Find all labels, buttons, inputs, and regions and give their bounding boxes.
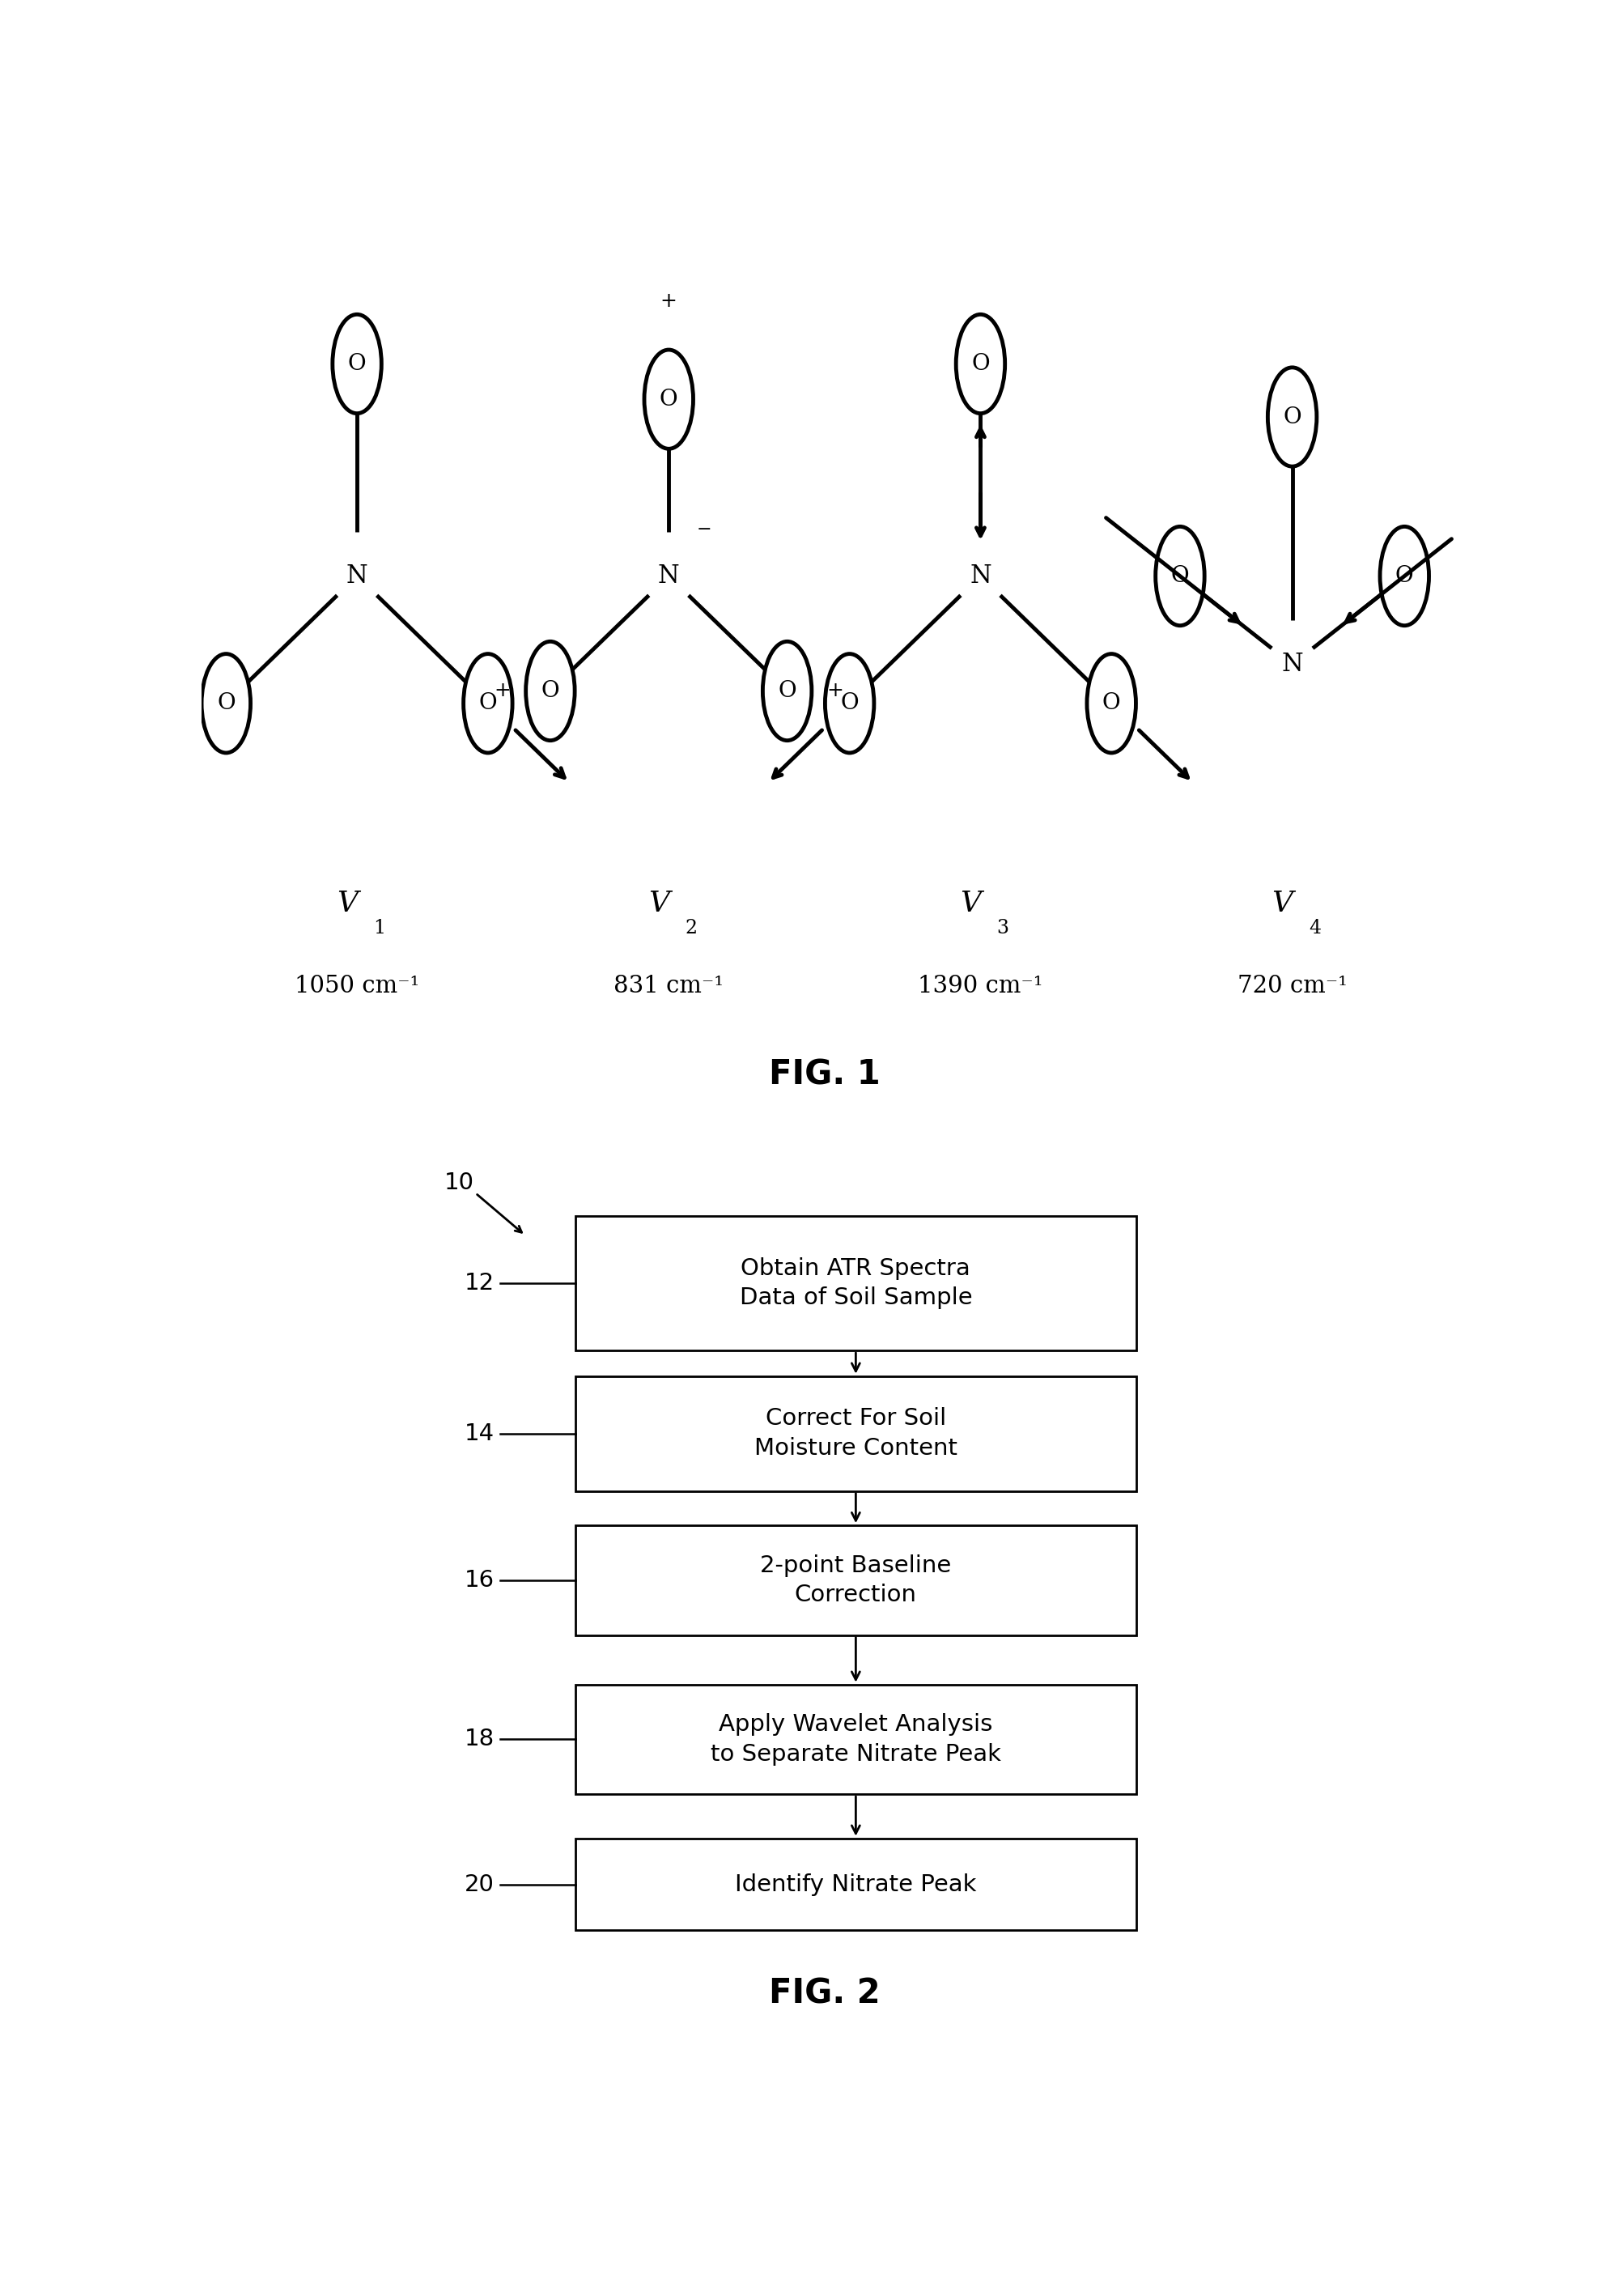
Text: O: O <box>541 680 560 703</box>
FancyBboxPatch shape <box>576 1839 1136 1931</box>
Text: 20: 20 <box>465 1874 494 1896</box>
Text: 16: 16 <box>463 1568 494 1591</box>
Text: 14: 14 <box>463 1421 494 1444</box>
Ellipse shape <box>1088 654 1136 753</box>
Text: N: N <box>658 563 679 588</box>
Text: 2: 2 <box>685 918 697 937</box>
Text: 1390 cm⁻¹: 1390 cm⁻¹ <box>919 976 1043 996</box>
Text: V: V <box>648 889 669 916</box>
Text: Obtain ATR Spectra
Data of Soil Sample: Obtain ATR Spectra Data of Soil Sample <box>740 1256 972 1309</box>
Text: 1050 cm⁻¹: 1050 cm⁻¹ <box>294 976 420 996</box>
Text: O: O <box>348 354 367 374</box>
FancyBboxPatch shape <box>576 1217 1136 1350</box>
Ellipse shape <box>763 641 811 742</box>
Text: O: O <box>779 680 796 703</box>
Text: 18: 18 <box>463 1729 494 1750</box>
Text: +: + <box>827 682 843 700</box>
Text: O: O <box>840 693 859 714</box>
FancyBboxPatch shape <box>576 1375 1136 1490</box>
Ellipse shape <box>201 654 251 753</box>
Text: −: − <box>697 521 711 537</box>
Text: O: O <box>1395 565 1414 588</box>
Text: O: O <box>660 388 677 411</box>
Text: 720 cm⁻¹: 720 cm⁻¹ <box>1237 976 1347 996</box>
Text: V: V <box>336 889 357 916</box>
Text: 12: 12 <box>463 1272 494 1295</box>
FancyBboxPatch shape <box>576 1685 1136 1793</box>
Text: Identify Nitrate Peak: Identify Nitrate Peak <box>735 1874 977 1896</box>
Ellipse shape <box>526 641 574 742</box>
Ellipse shape <box>333 315 381 413</box>
FancyBboxPatch shape <box>576 1525 1136 1635</box>
Text: Apply Wavelet Analysis
to Separate Nitrate Peak: Apply Wavelet Analysis to Separate Nitra… <box>711 1713 1001 1766</box>
Text: +: + <box>660 292 677 310</box>
Text: O: O <box>1102 693 1120 714</box>
Ellipse shape <box>644 349 693 448</box>
Text: N: N <box>970 563 991 588</box>
Text: O: O <box>217 693 235 714</box>
Text: 831 cm⁻¹: 831 cm⁻¹ <box>613 976 724 996</box>
Text: FIG. 2: FIG. 2 <box>769 1977 880 2011</box>
Ellipse shape <box>825 654 874 753</box>
Text: 2-point Baseline
Correction: 2-point Baseline Correction <box>759 1554 951 1607</box>
Text: V: V <box>1271 889 1292 916</box>
Ellipse shape <box>1155 526 1205 625</box>
Text: Correct For Soil
Moisture Content: Correct For Soil Moisture Content <box>755 1407 957 1460</box>
Ellipse shape <box>1381 526 1429 625</box>
Text: FIG. 1: FIG. 1 <box>769 1058 880 1091</box>
Text: N: N <box>1281 652 1303 677</box>
Text: N: N <box>346 563 368 588</box>
Text: V: V <box>961 889 981 916</box>
Text: 3: 3 <box>998 918 1009 937</box>
Ellipse shape <box>1268 367 1316 466</box>
Text: O: O <box>1282 406 1302 427</box>
Ellipse shape <box>463 654 512 753</box>
Text: 4: 4 <box>1308 918 1321 937</box>
Text: O: O <box>972 354 990 374</box>
Text: O: O <box>1171 565 1189 588</box>
Text: 10: 10 <box>444 1171 475 1194</box>
Ellipse shape <box>956 315 1006 413</box>
Text: 1: 1 <box>373 918 386 937</box>
Text: +: + <box>494 682 510 700</box>
Text: O: O <box>479 693 497 714</box>
